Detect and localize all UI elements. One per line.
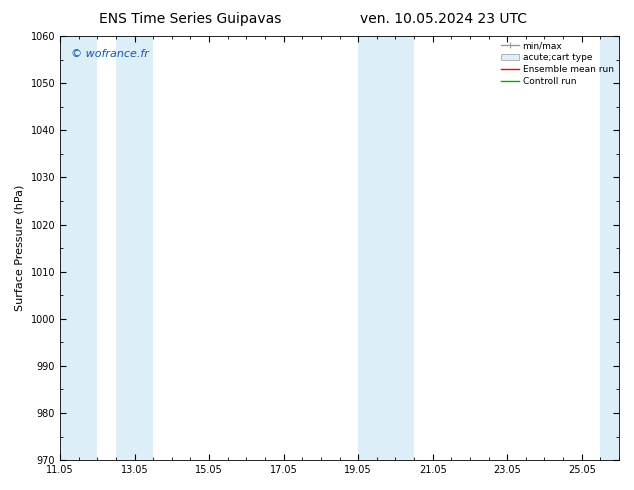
Text: ven. 10.05.2024 23 UTC: ven. 10.05.2024 23 UTC	[360, 12, 527, 26]
Y-axis label: Surface Pressure (hPa): Surface Pressure (hPa)	[15, 185, 25, 311]
Text: ENS Time Series Guipavas: ENS Time Series Guipavas	[99, 12, 281, 26]
Bar	[600, 36, 619, 460]
Bar	[116, 36, 153, 460]
Bar	[358, 36, 414, 460]
Legend: min/max, acute;cart type, Ensemble mean run, Controll run: min/max, acute;cart type, Ensemble mean …	[497, 38, 617, 89]
Bar	[60, 36, 97, 460]
Text: © wofrance.fr: © wofrance.fr	[71, 49, 149, 59]
